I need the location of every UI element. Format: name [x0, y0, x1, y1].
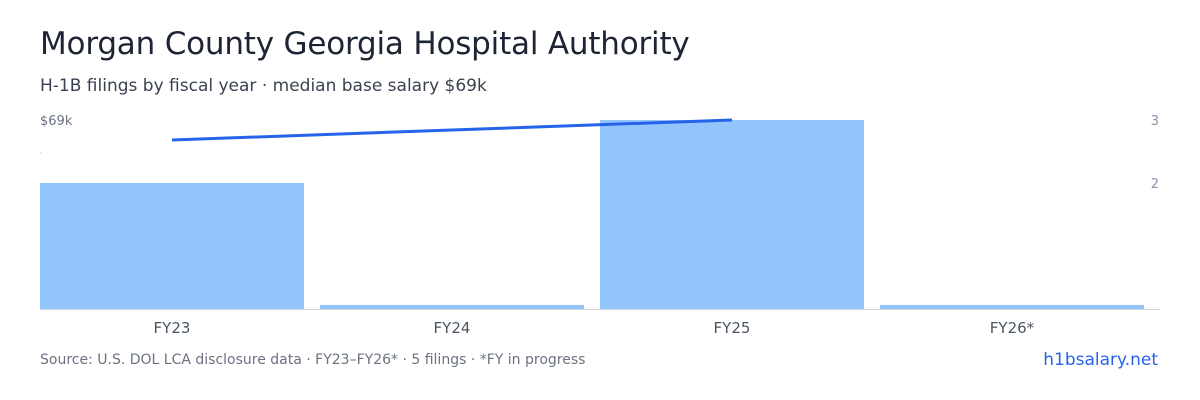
bar-fy26-partial — [880, 305, 1144, 309]
bar-fy25 — [600, 120, 864, 309]
y-left-tick-mark — [40, 189, 42, 191]
y-left-tick-label: $69k — [40, 114, 73, 129]
bar-fy23 — [40, 183, 304, 309]
brand-link[interactable]: h1bsalary.net — [1043, 350, 1158, 370]
chart-subtitle: H-1B filings by fiscal year · median bas… — [40, 76, 487, 96]
y-left-tick-mark — [40, 152, 42, 154]
x-tick-label: FY26* — [990, 319, 1035, 337]
bar-fy24 — [320, 305, 584, 309]
y-right-tick-label: 3 — [1151, 114, 1159, 129]
chart-title: Morgan County Georgia Hospital Authority — [40, 26, 690, 62]
x-tick-label: FY24 — [434, 319, 471, 337]
x-tick-label: FY23 — [154, 319, 191, 337]
x-tick-label: FY25 — [714, 319, 751, 337]
salary-line — [171, 118, 733, 142]
footer-source: Source: U.S. DOL LCA disclosure data · F… — [40, 352, 586, 368]
y-right-tick-label: 2 — [1151, 177, 1159, 192]
